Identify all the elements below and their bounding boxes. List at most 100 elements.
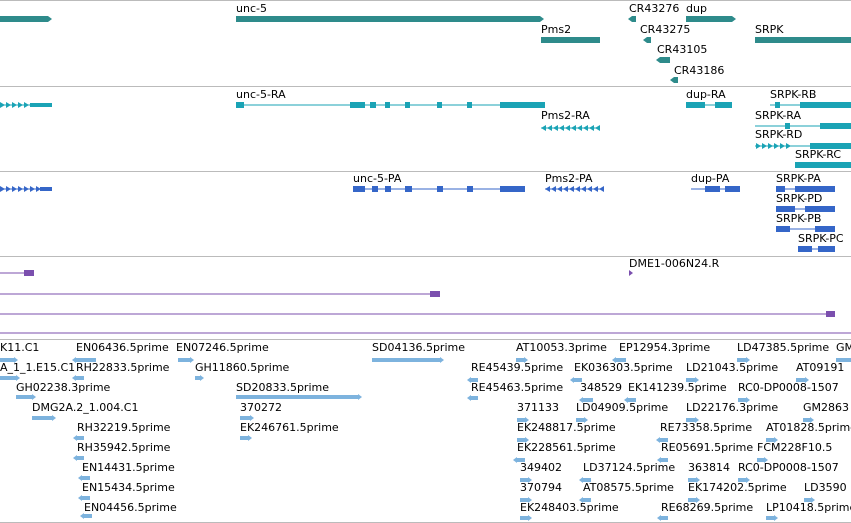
transcript-exon[interactable] [541,125,546,131]
est-glyph[interactable] [574,378,582,382]
est-arrow[interactable] [746,477,750,483]
est-arrow[interactable] [78,475,82,481]
est-arrow[interactable] [656,437,660,443]
transcript-label[interactable]: SRPK-RD [755,128,803,141]
est-arrow[interactable] [78,495,82,501]
est-arrow[interactable] [358,394,362,400]
est-arrow[interactable] [52,415,56,421]
est-label[interactable]: 348529 [580,381,622,394]
protein-label[interactable]: unc-5-PA [353,172,402,185]
transcript-exon[interactable] [780,143,785,149]
transcript-label[interactable]: SRPK-RC [795,148,842,161]
protein-label[interactable]: Pms2-PA [545,172,593,185]
est-glyph[interactable] [583,398,593,402]
protein-exon[interactable] [372,186,378,192]
protein-exon[interactable] [40,187,52,191]
est-label[interactable]: EN06436.5prime [76,341,169,354]
protein-exon[interactable] [776,206,795,212]
est-label[interactable]: EN04456.5prime [84,501,177,514]
est-glyph[interactable] [660,438,668,442]
est-label[interactable]: 370272 [240,401,282,414]
est-arrow[interactable] [579,397,583,403]
est-glyph[interactable] [178,358,190,362]
gene-arrow[interactable] [628,16,632,22]
est-label[interactable]: EK141239.5prime [628,381,727,394]
transcript-exon[interactable] [24,102,29,108]
est-arrow[interactable] [746,397,750,403]
est-glyph[interactable] [616,358,626,362]
est-arrow[interactable] [579,497,583,503]
est-glyph[interactable] [471,378,478,382]
est-label[interactable]: RC0-DP0008-1507 [738,461,839,474]
est-glyph[interactable] [520,516,528,520]
est-arrow[interactable] [525,417,529,423]
est-arrow[interactable] [695,417,699,423]
est-label[interactable]: EK246761.5prime [240,421,339,434]
est-glyph[interactable] [766,516,774,520]
est-arrow[interactable] [73,455,77,461]
est-glyph[interactable] [77,436,84,440]
est-arrow[interactable] [584,417,588,423]
transcript-exon[interactable] [565,125,570,131]
est-arrow[interactable] [746,357,750,363]
est-arrow[interactable] [72,375,76,381]
transcript-exon[interactable] [236,102,244,108]
est-label[interactable]: 349402 [520,461,562,474]
est-label[interactable]: AT08575.5prime [583,481,674,494]
est-arrow[interactable] [811,497,815,503]
est-arrow[interactable] [14,357,18,363]
est-arrow[interactable] [16,375,20,381]
est-glyph[interactable] [236,395,358,399]
est-arrow[interactable] [696,477,700,483]
est-label[interactable]: SD04136.5prime [372,341,465,354]
est-arrow[interactable] [612,357,616,363]
est-label[interactable]: RH35942.5prime [77,441,171,454]
est-arrow[interactable] [73,435,77,441]
est-glyph[interactable] [661,458,668,462]
est-label[interactable]: EP12954.3prime [619,341,711,354]
protein-exon[interactable] [30,186,35,192]
protein-exon[interactable] [6,186,11,192]
est-glyph[interactable] [520,498,528,502]
est-arrow[interactable] [805,377,809,383]
est-glyph[interactable] [82,496,90,500]
transcript-exon[interactable] [774,143,779,149]
est-glyph[interactable] [804,498,811,502]
est-glyph[interactable] [76,358,96,362]
transcript-exon[interactable] [756,143,761,149]
est-glyph[interactable] [240,416,250,420]
transcript-exon[interactable] [768,143,773,149]
protein-exon[interactable] [557,186,562,192]
protein-label[interactable]: SRPK-PA [776,172,821,185]
est-label[interactable]: AT10053.3prime [516,341,607,354]
est-label[interactable]: EN15434.5prime [82,481,175,494]
protein-exon[interactable] [776,226,790,232]
protein-exon[interactable] [593,186,598,192]
est-arrow[interactable] [528,497,532,503]
est-arrow[interactable] [190,357,194,363]
est-arrow[interactable] [72,357,76,363]
est-arrow[interactable] [695,377,699,383]
cdna-label[interactable]: DME1-006N24.R [629,257,720,270]
est-glyph[interactable] [796,378,805,382]
protein-exon[interactable] [798,246,812,252]
est-label[interactable]: RE68269.5prime [661,501,754,514]
est-glyph[interactable] [803,418,810,422]
est-arrow[interactable] [528,515,532,521]
protein-exon[interactable] [818,246,835,252]
est-label[interactable]: LD22176.3prime [686,401,779,414]
transcript-exon[interactable] [385,102,390,108]
gene-glyph[interactable] [755,37,851,43]
transcript-exon[interactable] [589,125,594,131]
est-glyph[interactable] [836,358,851,362]
est-label[interactable]: SD20833.5prime [236,381,329,394]
est-label[interactable]: RE05691.5prime [661,441,754,454]
est-arrow[interactable] [657,515,661,521]
est-label[interactable]: GM [836,341,851,354]
est-glyph[interactable] [76,376,84,380]
transcript-exon[interactable] [12,102,17,108]
est-arrow[interactable] [570,377,574,383]
est-glyph[interactable] [766,438,774,442]
est-label[interactable]: 370794 [520,481,562,494]
gene-label[interactable]: SRPK [755,23,784,36]
